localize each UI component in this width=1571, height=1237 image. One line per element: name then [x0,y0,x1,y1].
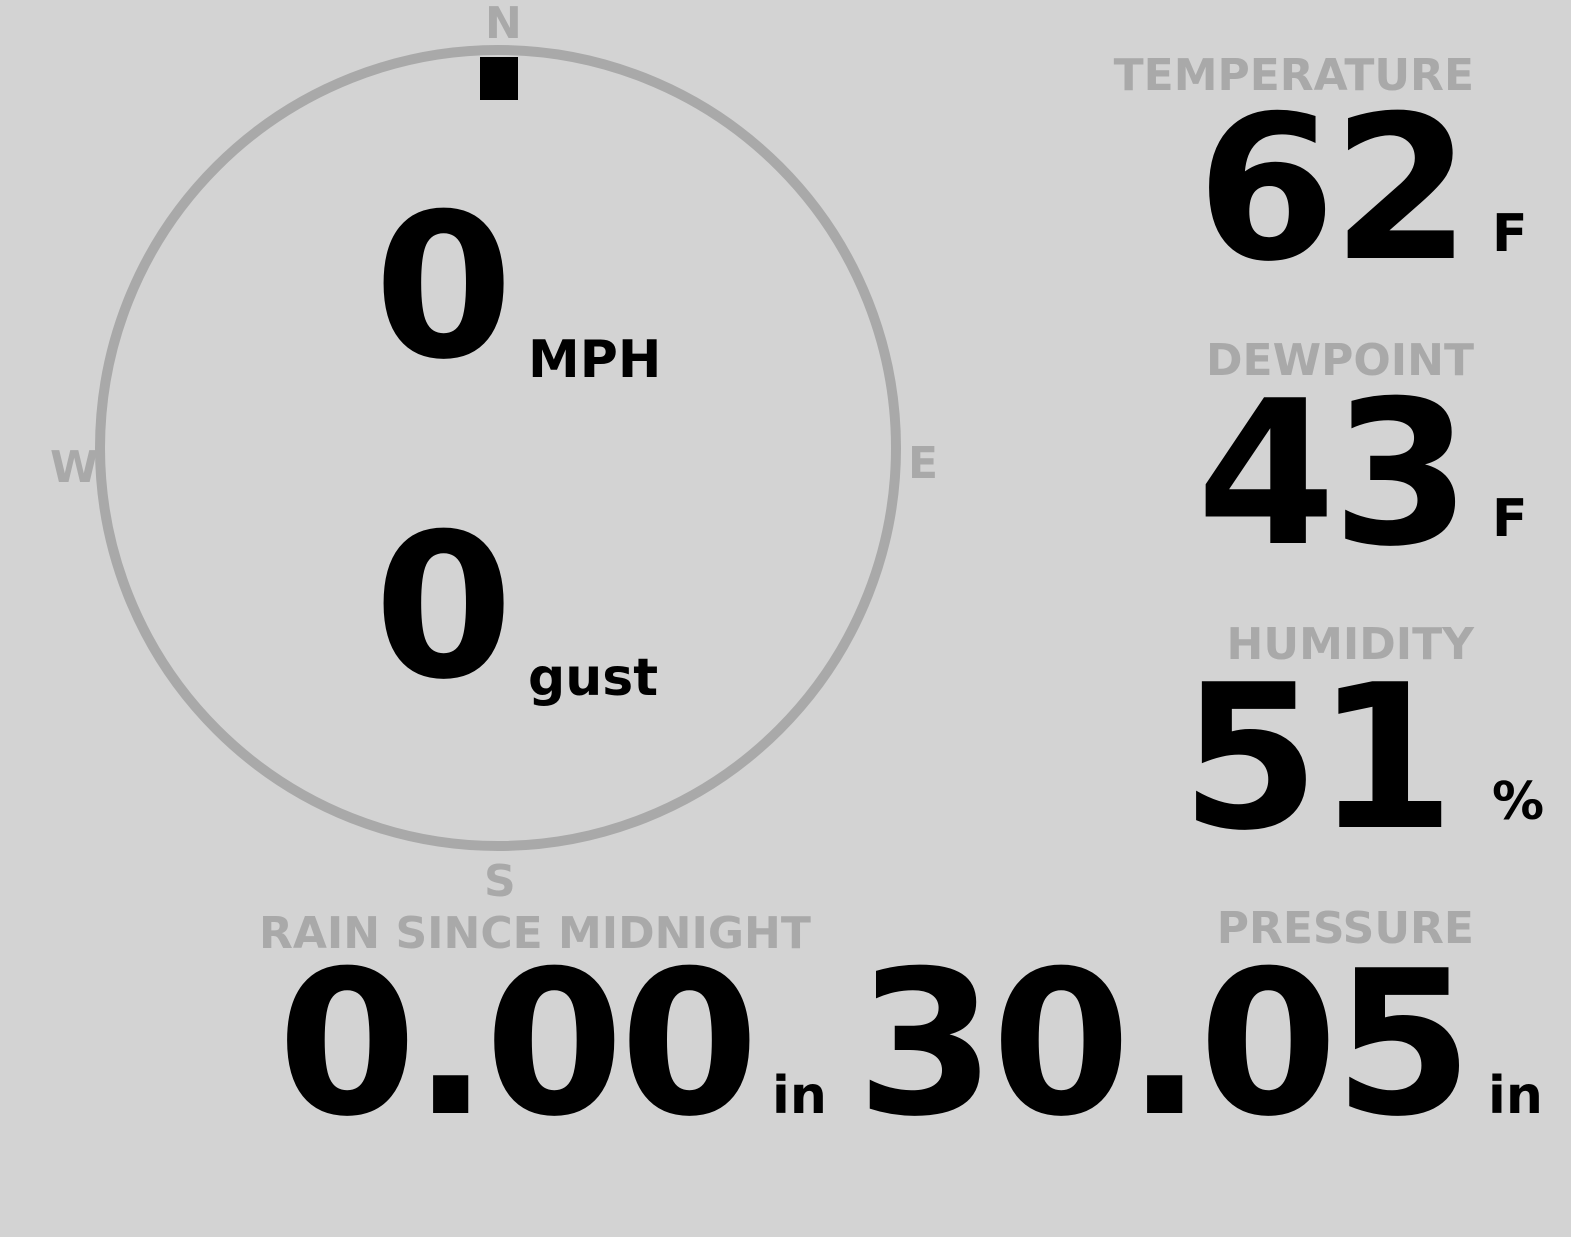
pressure-label: PRESSURE [1216,903,1474,954]
temperature-value: 62 [1196,73,1471,306]
wind-speed-unit: MPH [528,330,662,390]
compass-east-label: E [908,438,939,489]
wind-direction-marker [480,57,518,100]
humidity-unit: % [1492,772,1545,832]
pressure-value: 30.05 [856,928,1473,1161]
pressure-unit: in [1488,1066,1543,1126]
humidity-label: HUMIDITY [1226,619,1474,670]
rain-value: 0.00 [277,928,759,1161]
compass-west-label: W [50,442,99,493]
dewpoint-value: 43 [1196,358,1471,591]
temperature-unit: F [1492,204,1528,264]
compass-north-label: N [485,0,522,49]
dewpoint-unit: F [1492,489,1528,549]
wind-gust-unit: gust [528,648,659,708]
dewpoint-label: DEWPOINT [1206,335,1474,386]
compass-south-label: S [484,856,516,907]
rain-unit: in [772,1066,827,1126]
wind-speed-value: 0 [374,171,513,404]
compass-ring [95,45,901,851]
humidity-value: 51 [1180,642,1455,875]
wind-gust-value: 0 [374,491,513,724]
temperature-label: TEMPERATURE [1113,50,1474,101]
rain-label: RAIN SINCE MIDNIGHT [259,908,811,959]
